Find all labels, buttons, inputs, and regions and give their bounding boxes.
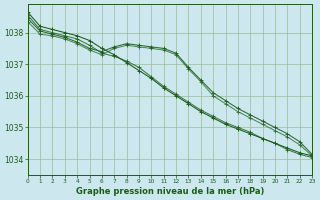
X-axis label: Graphe pression niveau de la mer (hPa): Graphe pression niveau de la mer (hPa) [76,187,264,196]
